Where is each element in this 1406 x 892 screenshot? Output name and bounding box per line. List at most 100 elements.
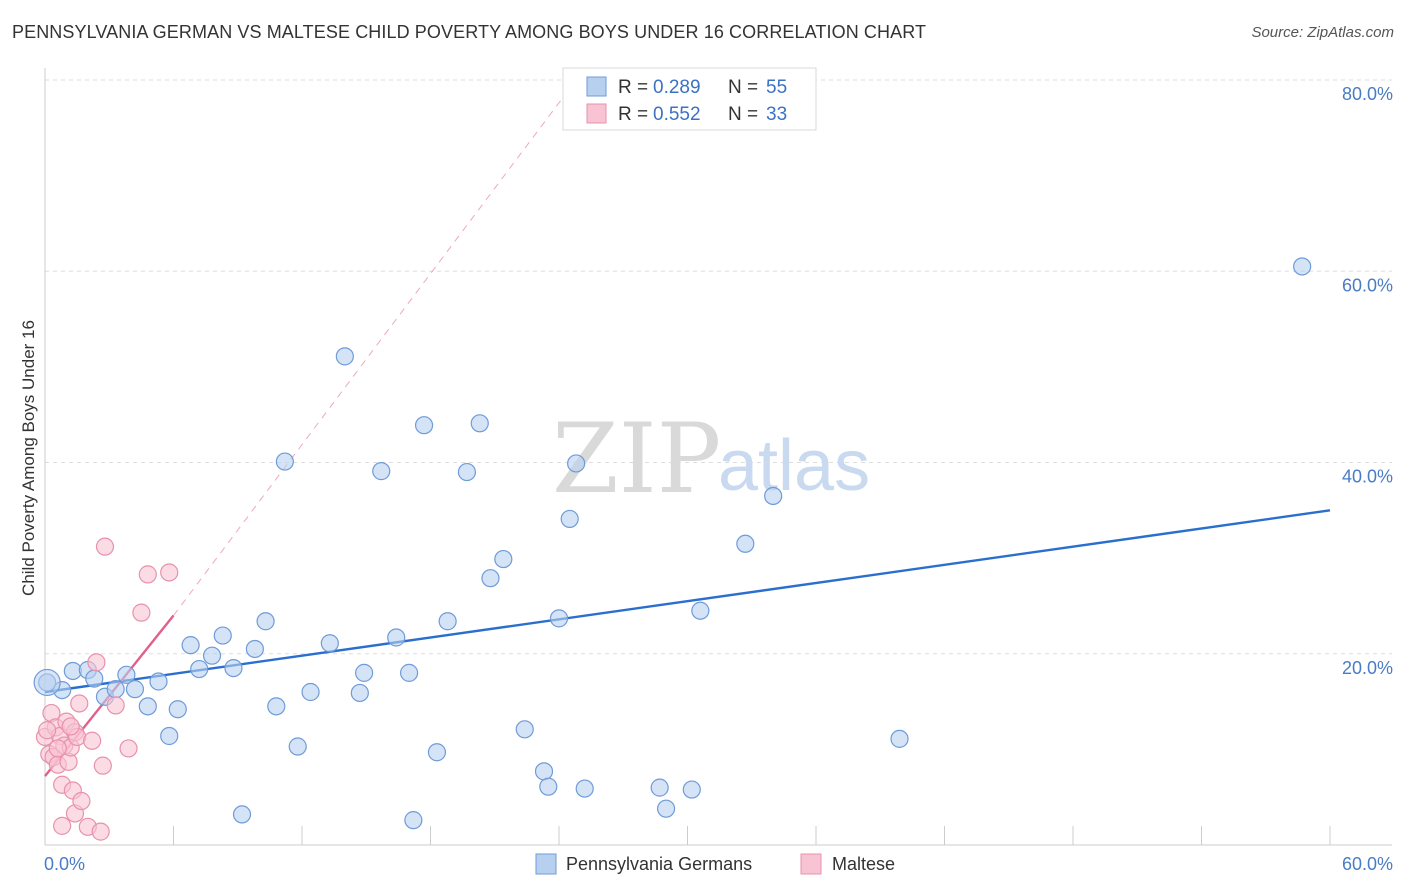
legend-swatch-pink xyxy=(586,103,607,124)
point-pennsylvania-germans xyxy=(387,628,406,647)
trend-line-maltese-dashed xyxy=(173,79,577,616)
point-pennsylvania-germans xyxy=(539,777,558,796)
point-pennsylvania-germans xyxy=(117,665,136,684)
point-pennsylvania-germans xyxy=(494,549,513,569)
point-pennsylvania-germans xyxy=(202,646,222,665)
point-maltese xyxy=(70,694,89,713)
bottom-legend-swatch-pink xyxy=(800,853,822,875)
point-pennsylvania-germans xyxy=(515,720,534,739)
point-maltese xyxy=(160,563,179,582)
y-axis-title: Child Poverty Among Boys Under 16 xyxy=(19,320,38,596)
point-pennsylvania-germans xyxy=(245,639,264,659)
y-tick-label-60: 60.0% xyxy=(1342,275,1393,295)
watermark: ZIP atlas xyxy=(552,403,870,515)
point-pennsylvania-germans xyxy=(736,534,755,553)
point-pennsylvania-germans-large xyxy=(33,668,61,697)
point-pennsylvania-germans xyxy=(656,799,676,818)
point-maltese xyxy=(132,603,151,622)
point-pennsylvania-germans xyxy=(549,609,569,628)
source-label: Source: ZipAtlas.com xyxy=(1251,24,1394,41)
point-pennsylvania-germans xyxy=(691,601,710,620)
point-pennsylvania-germans xyxy=(288,737,307,756)
bottom-legend-swatch-blue xyxy=(535,853,557,875)
point-maltese xyxy=(87,653,106,672)
legend-r-value-1: 0.289 xyxy=(653,77,701,98)
legend-r-value-2: 0.552 xyxy=(653,104,701,125)
point-pennsylvania-germans xyxy=(85,669,104,688)
point-maltese xyxy=(91,822,110,841)
point-pennsylvania-germans xyxy=(650,778,669,797)
point-pennsylvania-germans xyxy=(399,663,419,682)
point-pennsylvania-germans xyxy=(125,680,145,699)
watermark-atlas: atlas xyxy=(718,426,870,506)
point-pennsylvania-germans xyxy=(567,454,586,473)
point-pennsylvania-germans xyxy=(682,780,701,799)
point-pennsylvania-germans xyxy=(457,462,477,482)
point-pennsylvania-germans xyxy=(275,452,294,471)
point-pennsylvania-germans xyxy=(764,486,783,506)
legend-n-value-1: 55 xyxy=(766,77,787,98)
point-pennsylvania-germans xyxy=(335,347,354,366)
grid-lines xyxy=(45,79,1392,655)
tick-labels: 20.0% 40.0% 60.0% 80.0% 0.0% 60.0% xyxy=(44,84,1393,874)
point-maltese xyxy=(93,756,112,775)
point-pennsylvania-germans xyxy=(232,805,252,824)
point-maltese xyxy=(95,537,115,556)
y-tick-label-20: 20.0% xyxy=(1342,658,1393,678)
point-pennsylvania-germans xyxy=(560,509,579,529)
x-tick-label-60: 60.0% xyxy=(1342,854,1393,874)
point-pennsylvania-germans xyxy=(267,697,286,716)
point-maltese xyxy=(38,721,57,740)
data-points xyxy=(33,257,1312,841)
point-pennsylvania-germans xyxy=(534,762,554,781)
point-pennsylvania-germans xyxy=(890,729,909,748)
point-maltese xyxy=(138,565,157,584)
point-pennsylvania-germans xyxy=(355,663,374,682)
legend-r-label-1: R = xyxy=(618,77,648,98)
point-pennsylvania-germans xyxy=(481,569,500,588)
point-maltese xyxy=(53,816,72,835)
y-tick-label-80: 80.0% xyxy=(1342,84,1393,104)
point-pennsylvania-germans xyxy=(350,683,369,703)
point-pennsylvania-germans xyxy=(138,697,157,716)
chart-title: PENNSYLVANIA GERMAN VS MALTESE CHILD POV… xyxy=(12,22,927,42)
point-pennsylvania-germans xyxy=(372,462,391,481)
legend-swatch-blue xyxy=(586,76,607,97)
legend-r-label-2: R = xyxy=(618,104,648,125)
point-pennsylvania-germans xyxy=(438,612,457,631)
point-pennsylvania-germans xyxy=(160,726,179,746)
point-pennsylvania-germans xyxy=(320,634,339,653)
point-pennsylvania-germans xyxy=(1293,257,1312,276)
bottom-legend: Pennsylvania Germans Maltese xyxy=(535,853,895,875)
point-pennsylvania-germans xyxy=(575,779,594,798)
legend: R = 0.289 N = 55 R = 0.552 N = 33 xyxy=(562,67,817,131)
point-pennsylvania-germans xyxy=(190,659,209,679)
point-pennsylvania-germans xyxy=(470,414,489,433)
x-tick-label-0: 0.0% xyxy=(44,854,85,874)
point-pennsylvania-germans xyxy=(213,626,232,645)
bottom-legend-label-pink: Maltese xyxy=(832,854,895,874)
trend-line-pennsylvania-germans-solid xyxy=(44,509,1331,694)
point-pennsylvania-germans xyxy=(301,682,320,702)
point-pennsylvania-germans xyxy=(404,811,423,830)
point-maltese xyxy=(119,739,138,758)
point-pennsylvania-germans xyxy=(168,700,187,719)
point-maltese xyxy=(48,739,67,758)
point-pennsylvania-germans xyxy=(181,636,200,655)
y-tick-label-40: 40.0% xyxy=(1342,467,1393,487)
point-pennsylvania-germans xyxy=(256,612,275,631)
point-pennsylvania-germans xyxy=(106,680,125,699)
point-pennsylvania-germans xyxy=(427,743,447,762)
point-pennsylvania-germans xyxy=(414,416,434,435)
legend-n-value-2: 33 xyxy=(766,104,787,125)
legend-n-label-1: N = xyxy=(728,77,758,98)
bottom-legend-label-blue: Pennsylvania Germans xyxy=(566,854,752,874)
point-maltese xyxy=(72,791,91,811)
legend-n-label-2: N = xyxy=(728,104,758,125)
point-pennsylvania-germans xyxy=(149,672,168,691)
point-maltese xyxy=(106,696,125,715)
point-maltese xyxy=(61,717,80,736)
point-pennsylvania-germans xyxy=(224,658,243,678)
point-maltese xyxy=(83,731,102,750)
